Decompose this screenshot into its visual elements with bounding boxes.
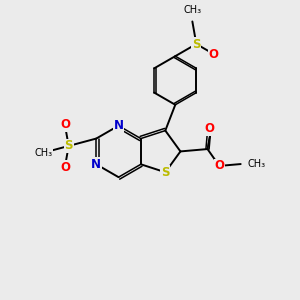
Text: S: S (192, 38, 201, 50)
Text: S: S (161, 166, 170, 179)
Text: CH₃: CH₃ (183, 5, 201, 15)
Text: N: N (113, 119, 124, 132)
Text: O: O (204, 122, 214, 135)
Text: CH₃: CH₃ (248, 159, 266, 169)
Text: N: N (91, 158, 101, 171)
Text: O: O (209, 47, 219, 61)
Text: O: O (60, 118, 70, 131)
Text: S: S (64, 140, 73, 152)
Text: O: O (214, 159, 224, 172)
Text: CH₃: CH₃ (35, 148, 53, 158)
Text: O: O (60, 160, 70, 174)
